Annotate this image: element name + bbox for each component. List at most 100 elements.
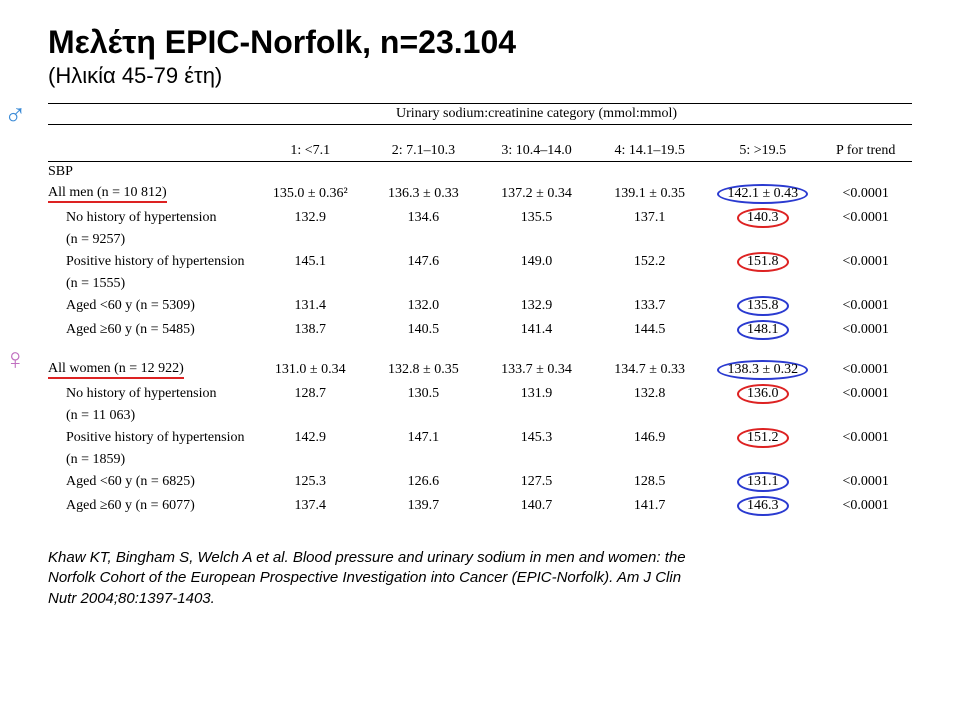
male-icon: ♂ [4, 101, 27, 131]
row-label: (n = 11 063) [48, 406, 254, 426]
women-row-5: Aged <60 y (n = 6825)125.3126.6127.5128.… [48, 470, 912, 494]
value-cell: 133.7 [593, 294, 706, 318]
value-cell: 136.0 [706, 382, 819, 406]
men-row-5: Aged <60 y (n = 5309)131.4132.0132.9133.… [48, 294, 912, 318]
men-row-1: No history of hypertension132.9134.6135.… [48, 206, 912, 230]
value-cell: 130.5 [367, 382, 480, 406]
row-label: No history of hypertension [48, 206, 254, 230]
value-cell: 132.9 [254, 206, 367, 230]
row-label: Aged ≥60 y (n = 5485) [48, 318, 254, 342]
value-cell: 138.7 [254, 318, 367, 342]
table-column-header: 1: <7.12: 7.1–10.33: 10.4–14.04: 14.1–19… [48, 141, 912, 162]
data-table: Urinary sodium:creatinine category (mmol… [48, 103, 912, 518]
p-value: <0.0001 [819, 426, 912, 450]
citation: Khaw KT, Bingham S, Welch A et al. Blood… [48, 548, 688, 609]
value-cell: 131.0 ± 0.34 [254, 358, 367, 382]
value-cell: 132.0 [367, 294, 480, 318]
p-value: <0.0001 [819, 250, 912, 274]
men-row-4: (n = 1555) [48, 274, 912, 294]
value-cell: 142.1 ± 0.43 [706, 182, 819, 206]
sbp-row: SBP [48, 162, 912, 183]
p-value: <0.0001 [819, 494, 912, 518]
value-cell: 147.1 [367, 426, 480, 450]
value-cell: 145.1 [254, 250, 367, 274]
value-cell: 133.7 ± 0.34 [480, 358, 593, 382]
value-cell: 137.1 [593, 206, 706, 230]
slide-subtitle: (Ηλικία 45-79 έτη) [48, 63, 912, 89]
value-cell: 137.4 [254, 494, 367, 518]
value-cell: 144.5 [593, 318, 706, 342]
value-cell: 125.3 [254, 470, 367, 494]
row-label: All women (n = 12 922) [48, 358, 254, 382]
women-row-6: Aged ≥60 y (n = 6077)137.4139.7140.7141.… [48, 494, 912, 518]
row-label: Aged <60 y (n = 6825) [48, 470, 254, 494]
value-cell: 132.8 [593, 382, 706, 406]
value-cell: 141.7 [593, 494, 706, 518]
row-label: Aged ≥60 y (n = 6077) [48, 494, 254, 518]
value-cell: 140.7 [480, 494, 593, 518]
p-value: <0.0001 [819, 318, 912, 342]
men-row-2: (n = 9257) [48, 230, 912, 250]
value-cell: 146.9 [593, 426, 706, 450]
p-value: <0.0001 [819, 470, 912, 494]
value-cell: 139.1 ± 0.35 [593, 182, 706, 206]
col-category-1: 1: <7.1 [254, 141, 367, 162]
value-cell: 134.7 ± 0.33 [593, 358, 706, 382]
value-cell: 146.3 [706, 494, 819, 518]
row-label: (n = 1859) [48, 450, 254, 470]
value-cell: 147.6 [367, 250, 480, 274]
value-cell: 126.6 [367, 470, 480, 494]
col-category-4: 4: 14.1–19.5 [593, 141, 706, 162]
p-value: <0.0001 [819, 294, 912, 318]
value-cell: 139.7 [367, 494, 480, 518]
value-cell: 151.2 [706, 426, 819, 450]
value-cell: 132.9 [480, 294, 593, 318]
value-cell: 135.0 ± 0.36² [254, 182, 367, 206]
value-cell: 148.1 [706, 318, 819, 342]
row-label: Positive history of hypertension [48, 426, 254, 450]
value-cell: 152.2 [593, 250, 706, 274]
women-row-2: (n = 11 063) [48, 406, 912, 426]
value-cell: 136.3 ± 0.33 [367, 182, 480, 206]
row-label: Aged <60 y (n = 5309) [48, 294, 254, 318]
row-label: Positive history of hypertension [48, 250, 254, 274]
p-value: <0.0001 [819, 206, 912, 230]
table-superheader: Urinary sodium:creatinine category (mmol… [48, 104, 912, 125]
value-cell: 131.9 [480, 382, 593, 406]
value-cell: 128.7 [254, 382, 367, 406]
female-icon: ♀ [4, 345, 27, 375]
slide: Μελέτη EPIC-Norfolk, n=23.104 (Ηλικία 45… [0, 0, 960, 717]
col-p-trend: P for trend [819, 141, 912, 162]
women-row-1: No history of hypertension128.7130.5131.… [48, 382, 912, 406]
row-label: (n = 1555) [48, 274, 254, 294]
value-cell: 140.3 [706, 206, 819, 230]
value-cell: 141.4 [480, 318, 593, 342]
value-cell: 135.8 [706, 294, 819, 318]
men-row-0: All men (n = 10 812)135.0 ± 0.36²136.3 ±… [48, 182, 912, 206]
women-row-0: All women (n = 12 922)131.0 ± 0.34132.8 … [48, 358, 912, 382]
col-category-3: 3: 10.4–14.0 [480, 141, 593, 162]
value-cell: 134.6 [367, 206, 480, 230]
table-panel: ♂ ♀ Urinary sodium:creatinine category (… [48, 103, 912, 518]
value-cell: 140.5 [367, 318, 480, 342]
p-value: <0.0001 [819, 182, 912, 206]
p-value: <0.0001 [819, 358, 912, 382]
sbp-label: SBP [48, 162, 254, 183]
value-cell: 128.5 [593, 470, 706, 494]
value-cell: 145.3 [480, 426, 593, 450]
value-cell: 135.5 [480, 206, 593, 230]
value-cell: 131.4 [254, 294, 367, 318]
women-row-3: Positive history of hypertension142.9147… [48, 426, 912, 450]
p-value: <0.0001 [819, 382, 912, 406]
men-row-3: Positive history of hypertension145.1147… [48, 250, 912, 274]
value-cell: 149.0 [480, 250, 593, 274]
men-row-6: Aged ≥60 y (n = 5485)138.7140.5141.4144.… [48, 318, 912, 342]
value-cell: 142.9 [254, 426, 367, 450]
value-cell: 132.8 ± 0.35 [367, 358, 480, 382]
row-label: No history of hypertension [48, 382, 254, 406]
women-row-4: (n = 1859) [48, 450, 912, 470]
row-label: All men (n = 10 812) [48, 182, 254, 206]
row-label: (n = 9257) [48, 230, 254, 250]
value-cell: 131.1 [706, 470, 819, 494]
slide-title: Μελέτη EPIC-Norfolk, n=23.104 [48, 24, 912, 61]
